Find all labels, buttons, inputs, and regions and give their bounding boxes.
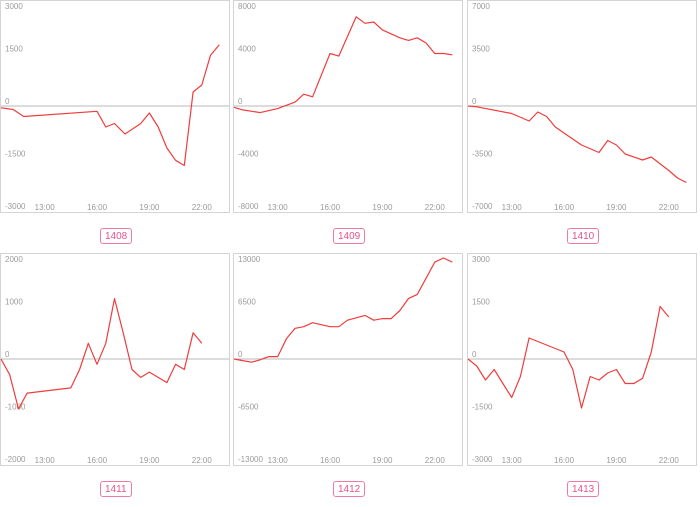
x-tick-label: 22:00 <box>425 456 446 465</box>
y-tick-label: -6500 <box>238 403 259 412</box>
chart-label-badge[interactable]: 1410 <box>567 228 600 244</box>
series-line <box>467 305 670 409</box>
y-tick-label: 8000 <box>238 2 256 11</box>
x-tick-label: 19:00 <box>606 203 627 212</box>
y-tick-label: -13000 <box>238 455 263 464</box>
series-line <box>0 297 203 410</box>
chart-label-badge[interactable]: 1411 <box>100 481 132 497</box>
x-tick-label: 16:00 <box>87 203 108 212</box>
chart-svg: 3000 1500 0 -1500 -3000 13:00 16:00 19:00 22:00 <box>0 0 230 213</box>
chart-panel-1410: 7000 3500 0 -3500 -7000 13:00 16:00 19:00 22:00 1… <box>467 0 700 250</box>
chart-label-badge[interactable]: 1412 <box>333 481 366 497</box>
y-tick-label: -1500 <box>5 150 26 159</box>
chart-panel-1411: 2000 1000 0 -1000 -2000 13:00 16:00 19:00 22:00 1… <box>0 253 233 503</box>
chart-label-badge[interactable]: 1408 <box>100 228 133 244</box>
chart-panel-1413: 3000 1500 0 -1500 -3000 13:00 16:00 19:00 22:00 1… <box>467 253 700 503</box>
x-tick-label: 22:00 <box>659 456 680 465</box>
y-tick-label: 3000 <box>472 255 490 264</box>
y-tick-label: 0 <box>238 97 243 106</box>
x-tick-label: 22:00 <box>192 456 213 465</box>
plot-frame <box>233 0 463 213</box>
y-tick-label: -4000 <box>238 150 259 159</box>
x-tick-label: 13:00 <box>502 203 523 212</box>
y-tick-label: -8000 <box>238 202 259 211</box>
chart-panel-1408: 3000 1500 0 -1500 -3000 13:00 16:00 19:00 22:00 1… <box>0 0 233 250</box>
x-tick-label: 13:00 <box>268 203 289 212</box>
x-tick-label: 16:00 <box>554 456 575 465</box>
y-tick-label: 0 <box>472 97 477 106</box>
y-tick-label: 0 <box>472 350 477 359</box>
x-tick-label: 22:00 <box>425 203 446 212</box>
x-tick-label: 13:00 <box>502 456 523 465</box>
x-tick-label: 13:00 <box>35 456 56 465</box>
y-tick-label: -3500 <box>472 150 493 159</box>
chart-label-badge[interactable]: 1409 <box>333 228 366 244</box>
chart-svg: 3000 1500 0 -1500 -3000 13:00 16:00 19:00 22:00 <box>467 253 697 466</box>
chart-svg: 13000 6500 0 -6500 -13000 13:00 16:00 19:00 22:0… <box>233 253 463 466</box>
y-tick-label: 0 <box>5 97 10 106</box>
y-tick-label: 4000 <box>238 45 256 54</box>
y-tick-label: 7000 <box>472 2 490 11</box>
series-line <box>233 16 453 114</box>
x-tick-label: 13:00 <box>268 456 289 465</box>
chart-svg: 2000 1000 0 -1000 -2000 13:00 16:00 19:00 22:00 <box>0 253 230 466</box>
y-tick-label: 6500 <box>238 298 256 307</box>
series-line <box>0 44 220 167</box>
y-tick-label: -2000 <box>5 455 26 464</box>
x-tick-label: 19:00 <box>372 456 393 465</box>
y-tick-label: 13000 <box>238 255 261 264</box>
x-tick-label: 16:00 <box>320 456 341 465</box>
plot-frame <box>0 253 230 466</box>
y-tick-label: 1500 <box>5 45 23 54</box>
chart-svg: 7000 3500 0 -3500 -7000 13:00 16:00 19:00 22:00 <box>467 0 697 213</box>
x-tick-label: 16:00 <box>320 203 341 212</box>
chart-label-badge[interactable]: 1413 <box>567 481 600 497</box>
plot-frame <box>233 253 463 466</box>
y-tick-label: 2000 <box>5 255 23 264</box>
plot-frame <box>467 253 697 466</box>
x-tick-label: 13:00 <box>35 203 56 212</box>
plot-frame <box>467 0 697 213</box>
y-tick-label: 0 <box>238 350 243 359</box>
x-tick-label: 19:00 <box>606 456 627 465</box>
x-tick-label: 16:00 <box>87 456 108 465</box>
chart-panel-1409: 8000 4000 0 -4000 -8000 13:00 16:00 19:00 22:00 1… <box>233 0 466 250</box>
x-tick-label: 16:00 <box>554 203 575 212</box>
x-tick-label: 19:00 <box>139 456 160 465</box>
y-tick-label: -3000 <box>472 455 493 464</box>
plot-frame <box>0 0 230 213</box>
y-tick-label: 1000 <box>5 298 23 307</box>
x-tick-label: 22:00 <box>659 203 680 212</box>
x-tick-label: 19:00 <box>372 203 393 212</box>
y-tick-label: 0 <box>5 350 10 359</box>
y-tick-label: -7000 <box>472 202 493 211</box>
chart-panel-1412: 13000 6500 0 -6500 -13000 13:00 16:00 19:00 22:0… <box>233 253 466 503</box>
chart-svg: 8000 4000 0 -4000 -8000 13:00 16:00 19:00 22:00 <box>233 0 463 213</box>
x-tick-label: 19:00 <box>139 203 160 212</box>
series-line <box>467 105 687 184</box>
y-tick-label: -1000 <box>5 403 26 412</box>
y-tick-label: 1500 <box>472 298 490 307</box>
y-tick-label: -1500 <box>472 403 493 412</box>
series-line <box>233 257 453 363</box>
y-tick-label: -3000 <box>5 202 26 211</box>
y-tick-label: 3500 <box>472 45 490 54</box>
y-tick-label: 3000 <box>5 2 23 11</box>
x-tick-label: 22:00 <box>192 203 213 212</box>
